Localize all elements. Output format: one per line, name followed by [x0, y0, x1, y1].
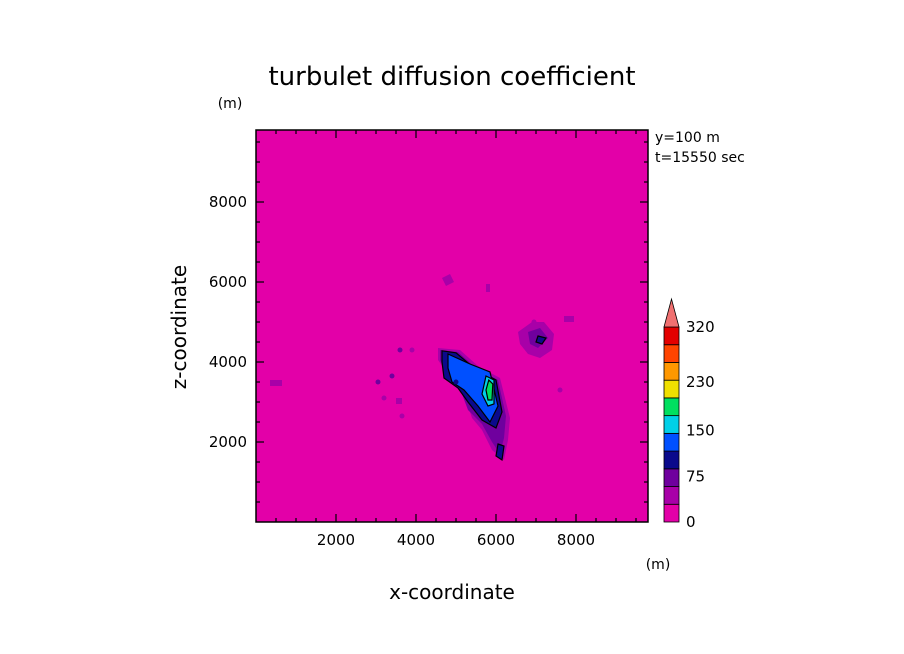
x-tick-label: 6000 [477, 531, 515, 549]
chart-title: turbulet diffusion coefficient [268, 62, 635, 92]
colorbar-box [663, 432, 680, 452]
contour-region-level-1 [396, 398, 402, 404]
contour-spot [375, 379, 381, 385]
colorbar-box [663, 450, 680, 470]
contour-spot [531, 319, 537, 325]
contour-background [256, 130, 648, 522]
contour-spot [453, 379, 459, 385]
colorbar-box [663, 362, 680, 381]
contour-spot [409, 347, 415, 353]
y-tick-label: 4000 [209, 353, 247, 371]
colorbar-box [663, 326, 680, 346]
colorbar-box [663, 486, 680, 505]
colorbar: 0 75 150 230 320 [663, 297, 715, 531]
contour-spot [397, 347, 403, 353]
colorbar-box [663, 415, 680, 434]
x-tick-label: 8000 [557, 531, 595, 549]
colorbar-box [663, 468, 680, 487]
colorbar-extend-arrow [663, 297, 680, 328]
colorbar-box [663, 503, 680, 523]
colorbar-label: 150 [686, 422, 715, 440]
colorbar-label: 320 [686, 318, 715, 336]
colorbar-box [663, 397, 680, 417]
colorbar-box [663, 379, 680, 399]
y-tick-label: 8000 [209, 193, 247, 211]
contour-spot [399, 413, 405, 419]
y-tick-label: 6000 [209, 273, 247, 291]
y-axis-ticks: 2000 4000 6000 8000 [209, 141, 648, 503]
contour-region-level-3 [495, 443, 505, 462]
x-tick-label: 2000 [317, 531, 355, 549]
contour-region-level-6 [485, 378, 494, 401]
x-unit-label: (m) [646, 557, 671, 573]
contour-spot [381, 395, 387, 401]
x-axis-ticks: 2000 4000 6000 8000 [275, 130, 637, 549]
x-tick-label: 4000 [397, 531, 435, 549]
contour-spot [389, 373, 395, 379]
colorbar-box [663, 344, 680, 363]
x-axis-label: x-coordinate [389, 580, 515, 604]
colorbar-label: 75 [686, 467, 705, 485]
contour-region-level-1 [270, 380, 282, 386]
colorbar-label: 0 [686, 513, 696, 531]
contour-region-level-1 [442, 274, 454, 286]
plot-frame [255, 129, 649, 523]
colorbar-label: 230 [686, 373, 715, 391]
contour-region-level-4 [447, 353, 499, 424]
annotation-y: y=100 m [655, 130, 720, 146]
y-axis-label: z-coordinate [167, 265, 191, 389]
y-tick-label: 2000 [209, 433, 247, 451]
contour-plot-area [255, 129, 649, 523]
y-unit-label: (m) [218, 96, 243, 112]
contour-spot [557, 387, 563, 393]
annotation-t: t=15550 sec [655, 150, 745, 166]
contour-region-level-1 [564, 316, 574, 322]
contour-region-level-3 [535, 335, 547, 345]
contour-region-level-1 [486, 284, 490, 292]
